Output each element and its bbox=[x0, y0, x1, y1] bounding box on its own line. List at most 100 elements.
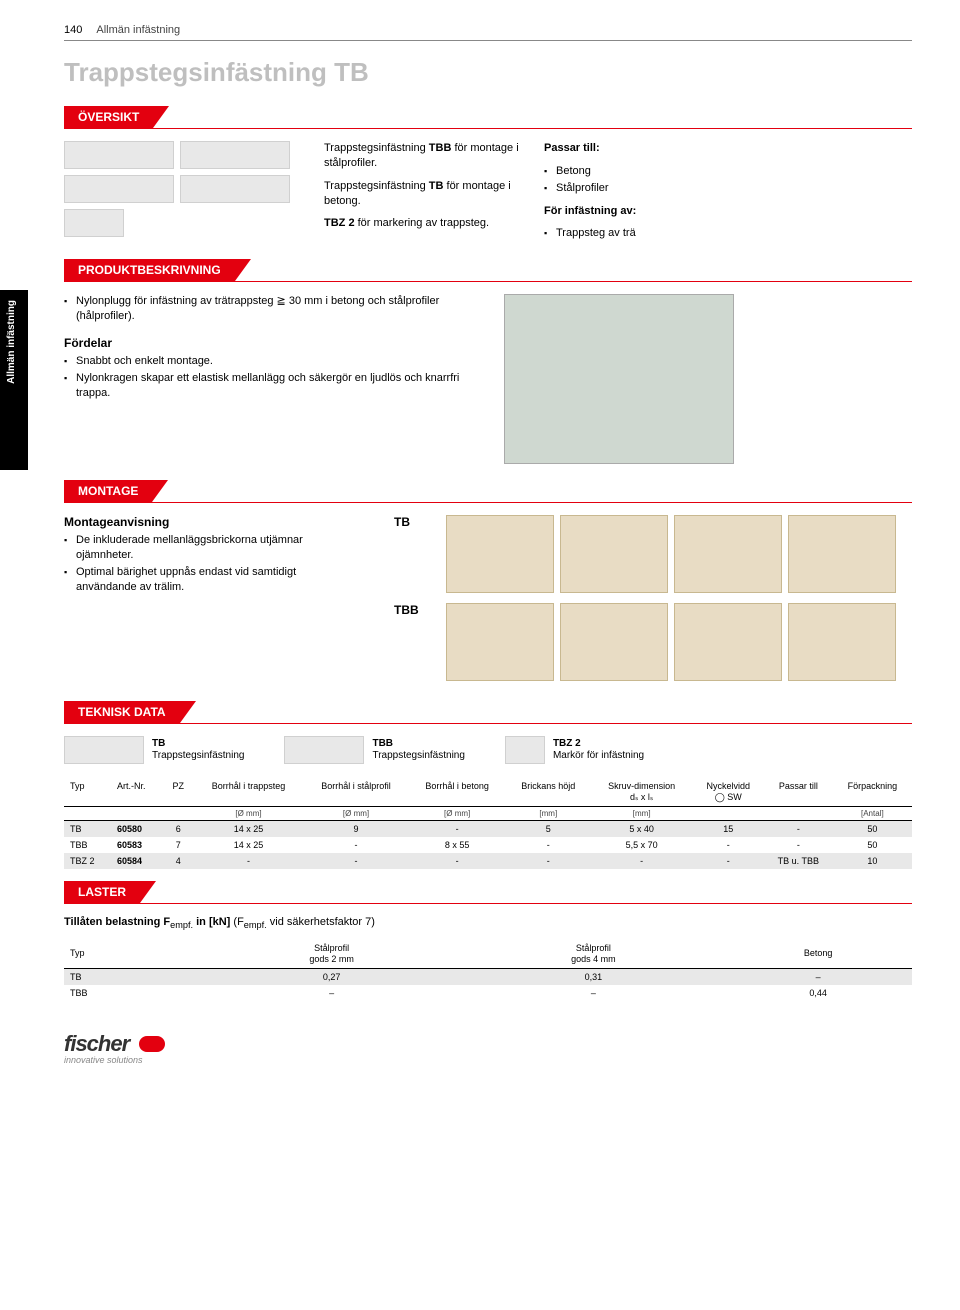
th: Förpackning bbox=[833, 778, 912, 806]
product-image bbox=[64, 175, 174, 203]
text: dₛ x lₛ bbox=[630, 792, 653, 802]
section-montage: MONTAGE bbox=[64, 480, 152, 502]
footer-subtitle: innovative solutions bbox=[64, 1055, 912, 1065]
product-image bbox=[64, 209, 124, 237]
list-item: Stålprofiler bbox=[544, 181, 764, 196]
text: Trappstegsinfästning bbox=[324, 180, 426, 192]
text: TBZ 2 bbox=[324, 217, 355, 229]
text: empf. bbox=[244, 920, 267, 930]
th: Nyckelvidd◯ SW bbox=[693, 778, 764, 806]
table-row: TBZ 2605844------TB u. TBB10 bbox=[64, 853, 912, 869]
th: Skruv-dimensiondₛ x lₛ bbox=[591, 778, 693, 806]
th: Borrhål i stålprofil bbox=[304, 778, 409, 806]
text: Trappstegsinfästning bbox=[152, 750, 244, 761]
text: Stålprofil bbox=[314, 943, 349, 953]
page-title: Trappstegsinfästning TB bbox=[64, 57, 912, 88]
unit: [Antal] bbox=[833, 806, 912, 820]
list-item: De inkluderade mellanläggsbrickorna utjä… bbox=[64, 533, 354, 563]
tech-product: TBBTrappstegsinfästning bbox=[284, 736, 464, 764]
text: Stålprofil bbox=[576, 943, 611, 953]
text: Nyckelvidd bbox=[707, 781, 751, 791]
montage-step-image bbox=[788, 603, 896, 681]
list-item: Trappsteg av trä bbox=[544, 226, 764, 241]
tech-products-row: TBTrappstegsinfästning TBBTrappstegsinfä… bbox=[64, 736, 912, 764]
table-row: TB0,270,31– bbox=[64, 968, 912, 985]
montage-step-image bbox=[446, 515, 554, 593]
section-loads: LASTER bbox=[64, 881, 140, 903]
text: in [kN] bbox=[193, 916, 233, 928]
side-tab: Allmän infästning bbox=[0, 290, 28, 470]
overview-images bbox=[64, 141, 304, 237]
montage-step-image bbox=[674, 603, 782, 681]
side-tab-label: Allmän infästning bbox=[0, 290, 23, 394]
list-item: Nylonkragen skapar ett elastisk mellanlä… bbox=[64, 371, 464, 401]
table-row: TBB––0,44 bbox=[64, 985, 912, 1001]
subhead: Montageanvisning bbox=[64, 515, 354, 529]
list-item: Nylonplugg för infästning av trätrappste… bbox=[64, 294, 464, 324]
product-image bbox=[180, 175, 290, 203]
text: TBB bbox=[372, 738, 464, 750]
section-overview: ÖVERSIKT bbox=[64, 106, 153, 128]
section-techdata: TEKNISK DATA bbox=[64, 701, 180, 723]
overview-row: Trappstegsinfästning TBB för montage i s… bbox=[64, 141, 912, 243]
footer-logo: fischer bbox=[64, 1031, 912, 1057]
rule bbox=[64, 903, 912, 904]
th: Stålprofilgods 2 mm bbox=[201, 940, 463, 968]
text: Tillåten belastning F bbox=[64, 916, 170, 928]
unit: [Ø mm] bbox=[409, 806, 506, 820]
text: empf. bbox=[170, 920, 193, 930]
th: PZ bbox=[163, 778, 193, 806]
tech-data-table: Typ Art.-Nr. PZ Borrhål i trappsteg Borr… bbox=[64, 778, 912, 869]
text: TB bbox=[429, 180, 444, 192]
th: Borrhål i trappsteg bbox=[193, 778, 303, 806]
montage-step-image bbox=[446, 603, 554, 681]
loads-title: Tillåten belastning Fempf. in [kN] (Femp… bbox=[64, 916, 912, 930]
stair-photo bbox=[504, 294, 734, 464]
th: Stålprofilgods 4 mm bbox=[462, 940, 724, 968]
list-item: Optimal bärighet uppnås endast vid samti… bbox=[64, 565, 354, 595]
unit: [Ø mm] bbox=[304, 806, 409, 820]
text: (F bbox=[233, 916, 243, 928]
montage-block: Montageanvisning De inkluderade mellanlä… bbox=[64, 515, 912, 691]
text: vid säkerhetsfaktor 7) bbox=[267, 916, 375, 928]
th: Brickans höjd bbox=[506, 778, 591, 806]
montage-label: TB bbox=[394, 515, 434, 529]
text: Markör för infästning bbox=[553, 750, 644, 761]
text: Trappstegsinfästning bbox=[324, 142, 426, 154]
rule bbox=[64, 281, 912, 282]
montage-step-image bbox=[560, 515, 668, 593]
text: gods 4 mm bbox=[571, 954, 616, 964]
montage-step-image bbox=[674, 515, 782, 593]
loads-table: Typ Stålprofilgods 2 mm Stålprofilgods 4… bbox=[64, 940, 912, 1001]
logo-badge-icon bbox=[139, 1036, 165, 1052]
th: Typ bbox=[64, 778, 111, 806]
list-item: Betong bbox=[544, 164, 764, 179]
productdesc-block: Nylonplugg för infästning av trätrappste… bbox=[64, 294, 912, 464]
montage-step-image bbox=[560, 603, 668, 681]
th: Typ bbox=[64, 940, 201, 968]
product-image bbox=[64, 141, 174, 169]
section-productdesc: PRODUKTBESKRIVNING bbox=[64, 259, 235, 281]
overview-text-right: Passar till: Betong Stålprofiler För inf… bbox=[544, 141, 764, 243]
text: För infästning av: bbox=[544, 205, 636, 217]
text: TBZ 2 bbox=[553, 738, 644, 750]
montage-label: TBB bbox=[394, 603, 434, 617]
logo-text: fischer bbox=[64, 1031, 129, 1057]
text: Skruv-dimension bbox=[608, 781, 675, 791]
text: för markering av trappsteg. bbox=[355, 217, 490, 229]
th: Passar till bbox=[764, 778, 833, 806]
text: TBB bbox=[429, 142, 452, 154]
montage-step-image bbox=[788, 515, 896, 593]
product-image bbox=[180, 141, 290, 169]
table-row: TB60580614 x 259-55 x 4015-50 bbox=[64, 820, 912, 837]
product-image bbox=[284, 736, 364, 764]
text: TB bbox=[152, 738, 244, 750]
th: Art.-Nr. bbox=[111, 778, 163, 806]
text: Trappstegsinfästning bbox=[372, 750, 464, 761]
page-header: 140 Allmän infästning bbox=[64, 24, 912, 41]
subhead: Fördelar bbox=[64, 336, 464, 350]
product-image bbox=[505, 736, 545, 764]
tech-product: TBTrappstegsinfästning bbox=[64, 736, 244, 764]
page-section: Allmän infästning bbox=[96, 24, 180, 36]
text: Passar till: bbox=[544, 142, 600, 154]
